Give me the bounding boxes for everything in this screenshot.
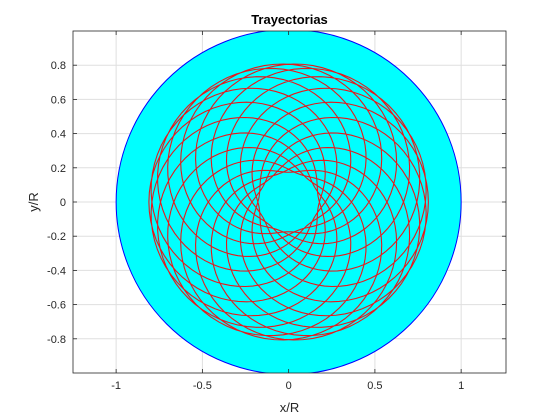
y-axis-label: y/R (26, 192, 41, 212)
y-tick-label: 0 (60, 197, 66, 209)
chart-title: Trayectorias (251, 12, 328, 27)
y-tick-label: -0.8 (47, 334, 66, 346)
y-tick-label: -0.6 (47, 300, 66, 312)
ticks: -1 -0.5 0 0.5 1 -0.8 -0.6 -0.4 -0.2 0 0.2 0.4 0.6 0.8 (47, 31, 506, 392)
x-axis-label: x/R (280, 400, 300, 415)
y-tick-label: 0.8 (51, 60, 66, 72)
x-tick-label: -1 (111, 380, 121, 392)
y-tick-label: 0.2 (51, 163, 66, 175)
x-tick-label: 0 (286, 380, 292, 392)
trajectory-curve (148, 63, 429, 341)
x-tick-label: -0.5 (193, 380, 212, 392)
y-tick-label: -0.4 (47, 265, 66, 277)
y-tick-label: -0.2 (47, 231, 66, 243)
x-tick-label: 1 (458, 380, 464, 392)
outer-disk (115, 31, 462, 373)
x-tick-label: 0.5 (367, 380, 382, 392)
y-tick-label: 0.6 (51, 94, 66, 106)
y-tick-label: 0.4 (51, 129, 66, 141)
